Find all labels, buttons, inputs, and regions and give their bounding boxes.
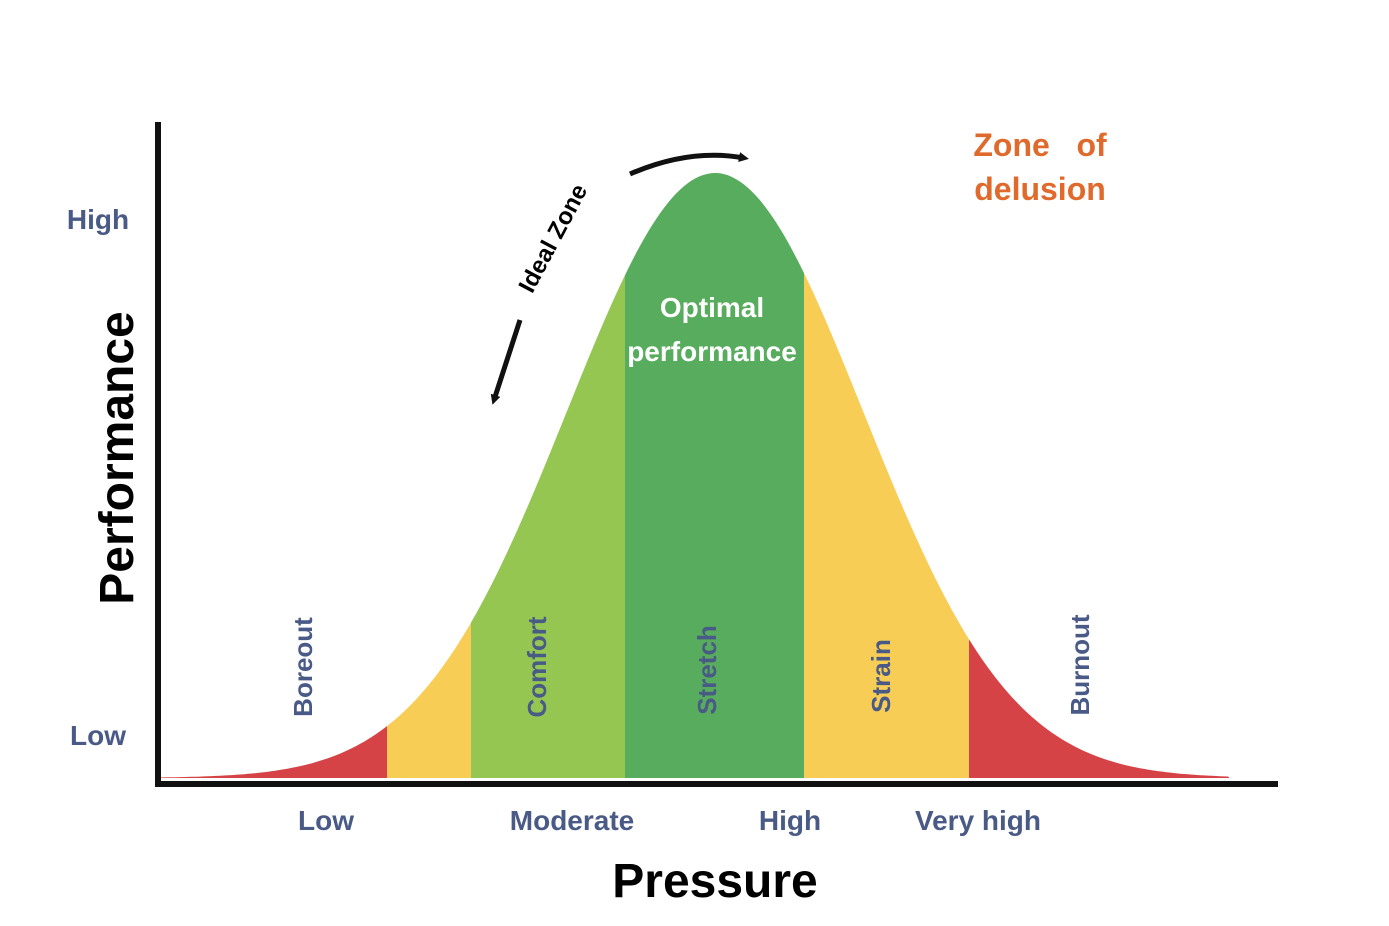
zone-label-comfort: Comfort: [522, 616, 552, 717]
delusion-label-line1: Zone of: [973, 127, 1107, 163]
band-low-moderate: [387, 173, 471, 778]
zone-label-burnout: Burnout: [1065, 614, 1095, 715]
optimal-label-line1: Optimal: [660, 292, 764, 323]
zone-label-boreout: Boreout: [288, 617, 318, 717]
arrow-down-left-icon: [490, 319, 523, 405]
band-boreout: [160, 173, 387, 778]
arrow-top-curve-icon: [629, 152, 749, 177]
optimal-label-line2: performance: [627, 336, 797, 367]
y-axis-title: Performance: [91, 311, 144, 604]
x-tick-very-high: Very high: [915, 805, 1041, 836]
zone-label-stretch: Stretch: [692, 625, 722, 715]
y-tick-high: High: [67, 204, 129, 235]
x-axis-title: Pressure: [612, 855, 817, 908]
zone-label-strain: Strain: [866, 639, 896, 713]
x-tick-high: High: [759, 805, 821, 836]
band-stretch: [625, 173, 804, 778]
x-tick-moderate: Moderate: [510, 805, 634, 836]
y-tick-low: Low: [70, 720, 126, 751]
delusion-label-line2: delusion: [974, 171, 1106, 207]
x-tick-low: Low: [298, 805, 354, 836]
ideal-zone-label: Ideal Zone: [514, 180, 594, 297]
